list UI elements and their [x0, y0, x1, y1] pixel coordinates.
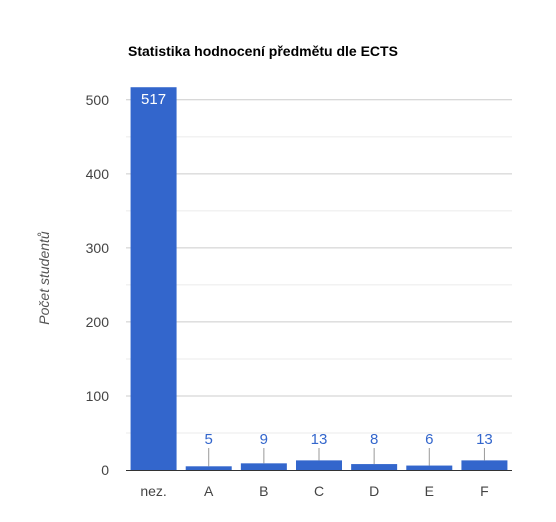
data-label: 8	[370, 431, 378, 448]
y-tick-label: 200	[86, 314, 110, 330]
data-label: 5	[205, 431, 213, 448]
bar-E	[406, 465, 453, 470]
data-labels: 517 5 9 13 8 6 13	[141, 91, 493, 448]
bar-D	[351, 464, 398, 470]
x-tick-label: B	[259, 483, 268, 499]
y-tick-label: 400	[86, 166, 110, 182]
bar-C	[296, 460, 342, 470]
x-axis-ticks: nez. A B C D E F	[140, 483, 488, 499]
y-axis-label: Počet studentů	[36, 231, 52, 325]
data-label: 13	[476, 431, 493, 448]
bar-F	[461, 460, 508, 470]
x-tick-label: C	[314, 483, 324, 499]
y-tick-label: 500	[86, 92, 110, 108]
data-label: 13	[311, 431, 328, 448]
gridlines	[126, 99, 512, 434]
chart-title: Statistika hodnocení předmětu dle ECTS	[128, 43, 398, 59]
bar-nez	[130, 87, 177, 470]
x-tick-label: F	[480, 483, 489, 499]
x-tick-label: nez.	[140, 483, 166, 499]
data-label: 6	[425, 431, 433, 448]
y-tick-label: 100	[86, 388, 110, 404]
x-tick-label: D	[369, 483, 379, 499]
leader-lines	[208, 448, 485, 467]
bars	[130, 87, 508, 470]
y-tick-label: 300	[86, 240, 110, 256]
bar-A	[185, 466, 232, 470]
bar-B	[240, 463, 287, 470]
y-axis-ticks: 0 100 200 300 400 500	[86, 92, 110, 478]
x-tick-label: A	[204, 483, 214, 499]
data-label: 517	[141, 91, 166, 108]
y-tick-label: 0	[101, 462, 109, 478]
x-tick-label: E	[425, 483, 434, 499]
data-label: 9	[260, 431, 268, 448]
